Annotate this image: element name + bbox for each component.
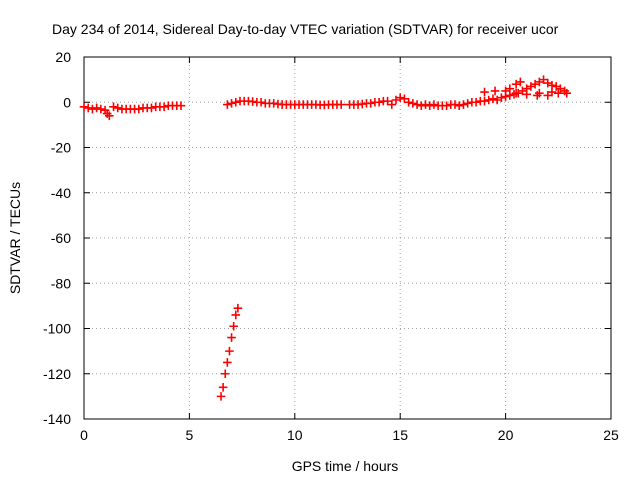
data-point (134, 104, 144, 114)
y-tick-label: -20 (51, 140, 71, 156)
data-point (522, 90, 531, 99)
data-point (471, 97, 481, 107)
data-point (480, 87, 489, 97)
data-points (79, 75, 572, 401)
data-point (233, 303, 243, 313)
data-point (374, 97, 384, 107)
plot-frame (83, 56, 612, 420)
data-point (231, 310, 241, 320)
data-point (387, 100, 397, 109)
data-point (113, 103, 123, 113)
x-tick-label: 15 (392, 427, 408, 443)
y-tick-label: 20 (55, 49, 71, 65)
x-tick-label: 25 (603, 427, 619, 443)
data-point (511, 88, 521, 98)
y-tick-label: -140 (43, 411, 71, 427)
data-point (454, 101, 464, 110)
data-point (96, 104, 106, 114)
data-point (425, 101, 435, 110)
data-point (505, 91, 515, 100)
data-point (535, 88, 544, 98)
data-point (459, 100, 468, 109)
data-point (104, 111, 114, 121)
data-point (147, 103, 156, 113)
data-point (547, 80, 557, 90)
data-point (400, 94, 409, 104)
axis-ticks: 0 5 10 15 20 25 20 0 -20 -40 -60 -80 -100 -120 -140 (43, 49, 619, 443)
data-point (79, 102, 89, 112)
data-point (539, 75, 548, 84)
y-tick-label: -100 (43, 321, 71, 337)
data-point (416, 101, 426, 110)
x-tick-label: 20 (498, 427, 514, 443)
data-point (223, 100, 232, 109)
data-point (490, 86, 500, 96)
data-point (516, 77, 525, 87)
data-point (421, 100, 430, 109)
y-tick-label: -120 (43, 366, 71, 382)
data-point (159, 102, 169, 112)
data-point (562, 88, 572, 98)
y-tick-label: -60 (51, 230, 71, 246)
grid-lines (84, 57, 611, 419)
data-point (484, 95, 494, 105)
data-point (442, 101, 451, 110)
data-point (366, 99, 375, 108)
data-point (231, 97, 241, 107)
data-point (336, 100, 346, 109)
data-point (92, 103, 101, 113)
data-point (225, 346, 234, 356)
data-point (497, 93, 506, 103)
data-point (88, 104, 97, 114)
data-point (429, 100, 439, 109)
data-point (256, 97, 266, 107)
data-point (176, 101, 186, 110)
data-point (408, 99, 418, 108)
data-point (383, 96, 392, 106)
data-point (543, 91, 553, 100)
x-tick-label: 5 (186, 427, 194, 443)
y-tick-label: -40 (51, 185, 71, 201)
y-tick-label: -80 (51, 275, 71, 291)
data-point (450, 100, 460, 109)
x-tick-label: 0 (80, 427, 88, 443)
x-axis-label: GPS time / hours (292, 458, 399, 474)
data-point (505, 84, 515, 93)
data-point (480, 96, 489, 106)
data-point (223, 358, 232, 367)
chart-title: Day 234 of 2014, Sidereal Day-to-day VTE… (52, 21, 559, 37)
data-point (109, 102, 118, 112)
data-point (227, 99, 236, 108)
data-point (229, 321, 238, 331)
data-point (216, 392, 226, 401)
data-point (463, 99, 472, 108)
x-tick-label: 10 (287, 427, 303, 443)
data-point (412, 100, 422, 109)
data-point (547, 87, 557, 97)
data-point (220, 369, 230, 379)
data-point (227, 333, 236, 342)
data-point (404, 97, 413, 107)
data-point (488, 94, 498, 104)
data-point (218, 383, 228, 392)
data-point (395, 93, 405, 103)
data-point (554, 88, 563, 98)
data-point (83, 103, 93, 113)
y-tick-label: 0 (63, 94, 71, 110)
y-axis-label: SDTVAR / TECUs (7, 182, 23, 294)
